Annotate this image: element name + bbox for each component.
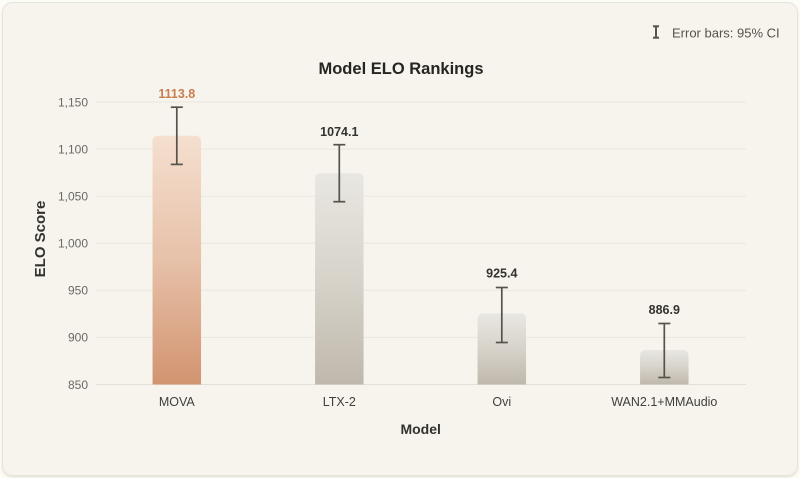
svg-text:1113.8: 1113.8 — [158, 87, 195, 101]
svg-text:950: 950 — [68, 284, 88, 298]
svg-text:1,050: 1,050 — [58, 190, 88, 204]
svg-text:Model ELO Rankings: Model ELO Rankings — [318, 60, 483, 78]
svg-text:Error bars: 95% CI: Error bars: 95% CI — [672, 25, 780, 40]
svg-text:Model: Model — [400, 421, 440, 437]
svg-text:886.9: 886.9 — [649, 303, 680, 317]
svg-text:1,000: 1,000 — [58, 237, 88, 251]
svg-text:1,150: 1,150 — [58, 95, 88, 109]
svg-text:MOVA: MOVA — [159, 395, 196, 409]
svg-text:Ovi: Ovi — [492, 395, 511, 409]
svg-text:850: 850 — [68, 378, 88, 392]
svg-text:900: 900 — [68, 331, 88, 345]
svg-text:1,100: 1,100 — [58, 142, 88, 156]
svg-text:WAN2.1+MMAudio: WAN2.1+MMAudio — [611, 395, 717, 409]
svg-text:925.4: 925.4 — [486, 267, 517, 281]
svg-text:1074.1: 1074.1 — [320, 125, 358, 139]
svg-text:LTX-2: LTX-2 — [323, 395, 356, 409]
svg-text:ELO Score: ELO Score — [32, 201, 49, 278]
